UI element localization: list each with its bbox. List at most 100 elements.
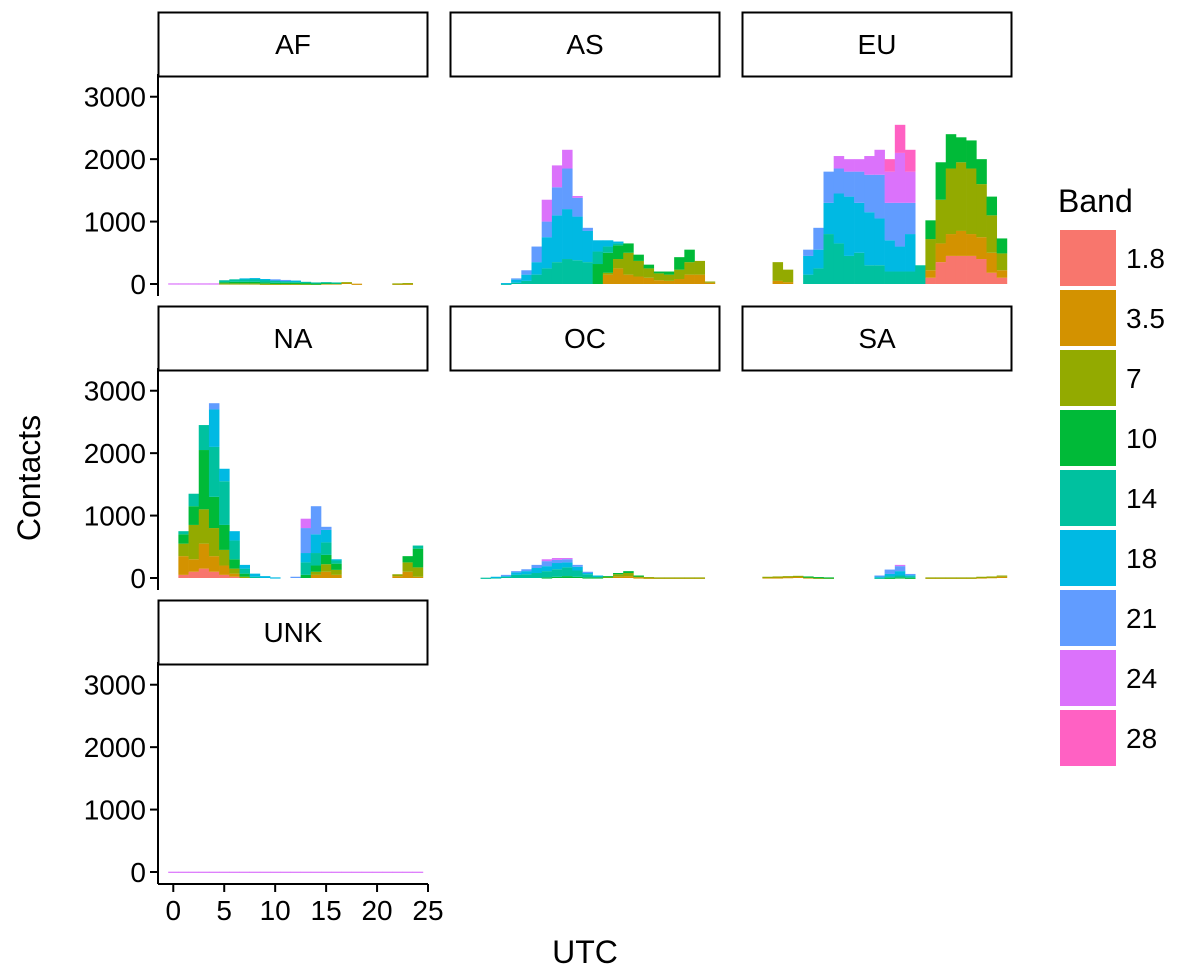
bar-segment	[229, 540, 240, 560]
bar-segment	[259, 283, 271, 285]
bar-segment	[239, 573, 250, 577]
bar-segment	[249, 573, 261, 577]
bar-segment	[188, 559, 200, 572]
bar-segment	[551, 569, 563, 577]
bar-segment	[310, 553, 322, 566]
bar-segment	[412, 576, 424, 578]
bar-segment	[229, 283, 240, 285]
bar-segment	[562, 149, 573, 169]
bar-segment	[935, 199, 947, 244]
bar-segment	[945, 134, 957, 169]
bar-segment	[402, 562, 414, 572]
bar-segment	[219, 283, 230, 285]
bar-segment	[500, 575, 512, 577]
bar-segment	[592, 577, 604, 579]
bar-segment	[602, 576, 614, 578]
bar-segment	[945, 168, 957, 235]
bars	[500, 149, 716, 285]
bar-segment	[259, 576, 271, 578]
bar-segment	[521, 574, 532, 578]
bar-segment	[521, 270, 532, 275]
bar-segment	[351, 283, 363, 285]
facet-strip-label: EU	[858, 29, 897, 60]
bar-segment	[966, 140, 977, 169]
bar-segment	[259, 279, 271, 281]
bar-segment	[321, 282, 332, 284]
bar-segment	[884, 240, 896, 272]
bar-segment	[602, 246, 614, 253]
bar-segment	[976, 237, 987, 260]
bar-segment	[382, 871, 393, 873]
bar-segment	[331, 559, 342, 561]
bar-segment	[592, 576, 604, 578]
bar-segment	[663, 577, 675, 579]
bar-segment	[905, 234, 916, 272]
bar-segment	[905, 576, 916, 578]
bar-segment	[894, 575, 906, 578]
bar-segment	[280, 283, 291, 285]
bar-segment	[178, 543, 189, 557]
bar-segment	[331, 282, 342, 284]
bar-segment	[511, 278, 522, 280]
bar-segment	[300, 562, 312, 575]
bar-segment	[402, 283, 414, 285]
y-tick-label: 3000	[84, 670, 146, 701]
bar-segment	[219, 524, 230, 550]
bar-segment	[572, 566, 583, 571]
legend-entry: 3.5	[1060, 290, 1165, 346]
bar-segment	[572, 197, 583, 217]
bar-segment	[955, 162, 967, 231]
facet-strip	[741, 11, 1013, 78]
bar-segment	[643, 577, 655, 579]
bar-segment	[321, 282, 332, 284]
bar-segment	[290, 280, 301, 282]
bar-segment	[582, 262, 593, 284]
bar-segment	[361, 871, 373, 873]
legend-entry: 18	[1060, 530, 1157, 586]
bar-segment	[511, 279, 522, 283]
bar-segment	[208, 528, 220, 557]
bar-segment	[270, 280, 281, 283]
bar-segment	[613, 259, 624, 269]
bar-segment	[864, 174, 875, 213]
bar-segment	[925, 277, 936, 284]
bar-segment	[490, 577, 502, 579]
bars	[168, 278, 414, 285]
bar-segment	[955, 230, 967, 256]
bar-segment	[694, 260, 706, 275]
bar-segment	[219, 871, 230, 873]
bar-segment	[511, 572, 522, 575]
bar-segment	[259, 279, 271, 283]
bar-segment	[521, 569, 532, 572]
legend-swatch	[1060, 590, 1116, 646]
bar-segment	[259, 282, 271, 284]
bar-segment	[208, 446, 220, 497]
bar-segment	[623, 573, 634, 577]
bar-segment	[310, 282, 322, 284]
bar-segment	[894, 564, 906, 567]
bar-segment	[833, 193, 845, 244]
bar-segment	[653, 271, 665, 274]
bar-segment	[511, 282, 522, 284]
bar-segment	[270, 282, 281, 284]
facet-strip	[157, 599, 429, 666]
facet-strip	[157, 11, 429, 78]
bar-segment	[833, 168, 845, 194]
bar-segment	[996, 576, 1008, 578]
bar-segment	[966, 234, 977, 256]
bar-segment	[592, 251, 604, 265]
bar-segment	[894, 566, 906, 572]
legend-entry: 1.8	[1060, 230, 1165, 286]
bar-segment	[602, 576, 614, 578]
bar-segment	[239, 576, 250, 578]
bar-segment	[511, 574, 522, 578]
bar-segment	[321, 564, 332, 572]
bar-segment	[782, 576, 794, 578]
y-axis: 0 1000 2000 3000	[84, 662, 159, 888]
bar-segment	[480, 577, 492, 579]
bar-segment	[168, 283, 179, 285]
bar-segment	[833, 156, 845, 169]
bar-segment	[843, 171, 855, 197]
bar-segment	[884, 576, 896, 578]
bar-segment	[925, 239, 936, 271]
